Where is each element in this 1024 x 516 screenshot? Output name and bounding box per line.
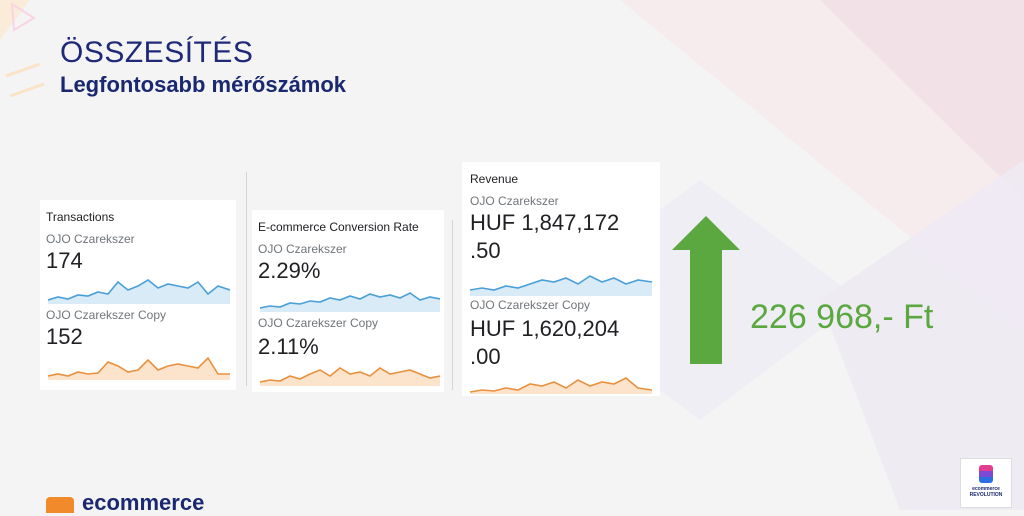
metric-card-revenue: Revenue OJO Czarekszer HUF 1,847,172 .50…	[462, 162, 660, 396]
sparkline-blue	[470, 275, 652, 296]
metric-title: E-commerce Conversion Rate	[258, 220, 419, 234]
brand-logo: ecommerce	[46, 490, 204, 516]
metric-title: Revenue	[470, 172, 519, 186]
revenue-difference: 226 968,- Ft	[750, 298, 934, 336]
metric-value: 2.11%	[258, 334, 319, 359]
divider	[246, 172, 247, 386]
segment-name: OJO Czarekszer	[258, 242, 347, 256]
sparkline-blue	[260, 292, 440, 312]
segment-name: OJO Czarekszer	[470, 194, 559, 208]
page-subtitle: Legfontosabb mérőszámok	[60, 72, 347, 97]
metric-card-conversion-rate: E-commerce Conversion Rate OJO Czareksze…	[252, 210, 444, 392]
shopping-bag-icon	[46, 497, 74, 513]
segment-name: OJO Czarekszer	[46, 232, 135, 246]
metric-value: 2.29%	[258, 258, 321, 283]
sparkline-blue	[48, 279, 230, 304]
segment-name: OJO Czarekszer Copy	[470, 298, 591, 312]
divider	[452, 220, 453, 390]
sparkline-orange	[260, 367, 440, 386]
metric-value: HUF 1,620,204	[470, 316, 620, 341]
metric-value: HUF 1,847,172	[470, 210, 620, 235]
metric-title: Transactions	[46, 210, 115, 224]
sparkline-orange	[470, 377, 652, 394]
segment-name: OJO Czarekszer Copy	[46, 308, 167, 322]
brand-logo-text: ecommerce	[82, 490, 205, 515]
metric-value-decimal: .50	[470, 238, 501, 263]
up-arrow-icon	[672, 216, 740, 364]
metric-value-decimal: .00	[470, 344, 501, 369]
sparkline-orange	[48, 356, 230, 380]
brand-badge: ecommerce REVOLUTION	[960, 458, 1012, 508]
segment-name: OJO Czarekszer Copy	[258, 316, 379, 330]
metric-value: 174	[46, 248, 83, 273]
metric-card-transactions: Transactions OJO Czarekszer 174 OJO Czar…	[40, 200, 236, 390]
badge-line1: ecommerce	[972, 486, 1000, 492]
badge-line2: REVOLUTION	[969, 492, 1003, 498]
shopping-bag-icon	[979, 465, 993, 483]
page-title: ÖSSZESÍTÉS	[60, 36, 254, 69]
metric-value: 152	[46, 324, 83, 349]
